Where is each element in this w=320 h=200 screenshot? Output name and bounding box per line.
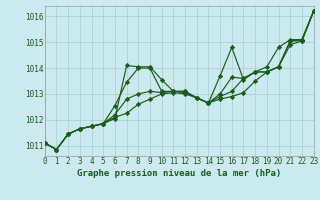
X-axis label: Graphe pression niveau de la mer (hPa): Graphe pression niveau de la mer (hPa)	[77, 169, 281, 178]
